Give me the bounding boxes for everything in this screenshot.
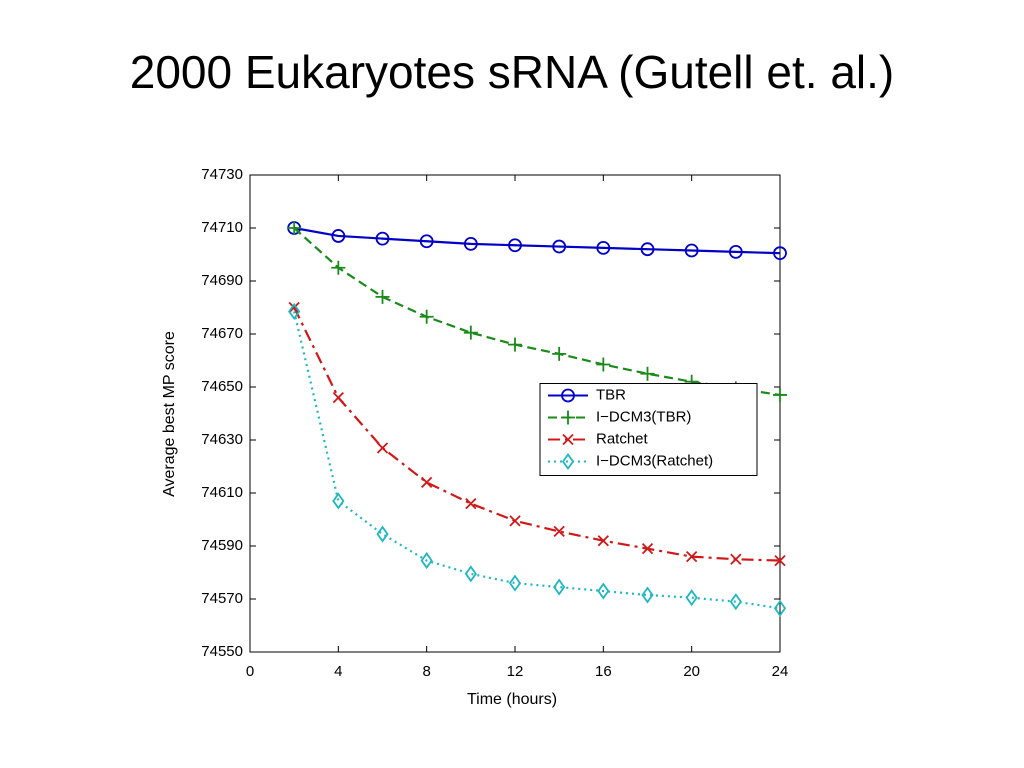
y-tick-label: 74670 [201,325,243,342]
x-tick-label: 0 [246,663,254,680]
data-point [331,229,346,243]
series-line [293,226,781,255]
x-tick-label: 4 [334,663,342,680]
data-point [684,243,699,258]
data-point [552,239,567,254]
data-point [773,246,787,261]
data-point [465,497,477,510]
legend: TBR I−DCM3(TBR) Ratchet I−DCM3(Ratchet) [539,383,758,476]
data-point [508,574,522,592]
x-tick-label: 8 [422,663,430,680]
data-point [685,589,698,607]
x-tick-label: 20 [683,663,700,680]
data-point [508,337,522,352]
legend-label: TBR [596,386,626,403]
data-point [376,442,389,454]
y-tick-label: 74550 [201,643,243,660]
data-point [640,366,655,381]
data-point [641,586,654,604]
data-point [641,543,654,555]
data-point [375,231,390,246]
series-line [293,311,781,610]
data-point [640,242,655,257]
y-tick-label: 74610 [201,484,243,501]
x-tick-label: 16 [595,663,612,680]
data-point [332,391,344,404]
data-point [553,525,565,538]
y-tick-label: 74590 [201,537,243,554]
legend-label: Ratchet [596,430,649,447]
data-point [288,302,301,321]
x-tick-label: 12 [507,663,524,680]
data-point [331,260,346,275]
data-point [332,492,345,510]
y-tick-label: 74690 [201,272,243,289]
y-tick-label: 74710 [201,219,243,236]
data-point [509,515,521,527]
series-line [293,307,781,562]
data-point [419,309,434,324]
data-point [730,553,742,565]
data-point [552,346,567,361]
data-point [508,238,522,253]
y-tick-label: 74630 [201,431,243,448]
data-point [774,554,786,567]
data-point [375,289,390,304]
slide-title: 2000 Eukaryotes sRNA (Gutell et. al.) [130,46,894,98]
legend-marker [561,452,575,471]
data-point [420,552,433,570]
data-point [597,582,610,600]
data-point [463,325,478,340]
y-axis-label: Average best MP score [161,331,178,497]
data-point [421,476,433,489]
data-point [773,387,787,402]
legend-marker [561,410,575,425]
data-point [419,234,434,249]
legend-label: I−DCM3(Ratchet) [596,452,713,469]
y-tick-label: 74570 [201,590,243,607]
data-point [596,240,611,255]
x-tick-label: 24 [772,663,789,680]
data-point [463,237,478,251]
y-tick-label: 74650 [201,378,243,395]
data-point [376,525,389,543]
legend-label: I−DCM3(TBR) [596,408,691,425]
data-point [288,301,300,314]
data-point [287,221,302,235]
data-point [728,244,743,259]
x-axis-label: Time (hours) [467,691,557,708]
legend-box [539,383,758,476]
data-point [464,565,477,583]
data-point [686,550,698,563]
legend-marker [562,433,574,446]
legend-marker [561,388,575,403]
series-line [293,227,781,397]
data-point [597,535,609,547]
y-tick-label: 74730 [201,166,243,183]
data-point [553,578,566,596]
data-point [773,599,787,617]
data-point [596,357,611,372]
data-point [729,593,742,611]
